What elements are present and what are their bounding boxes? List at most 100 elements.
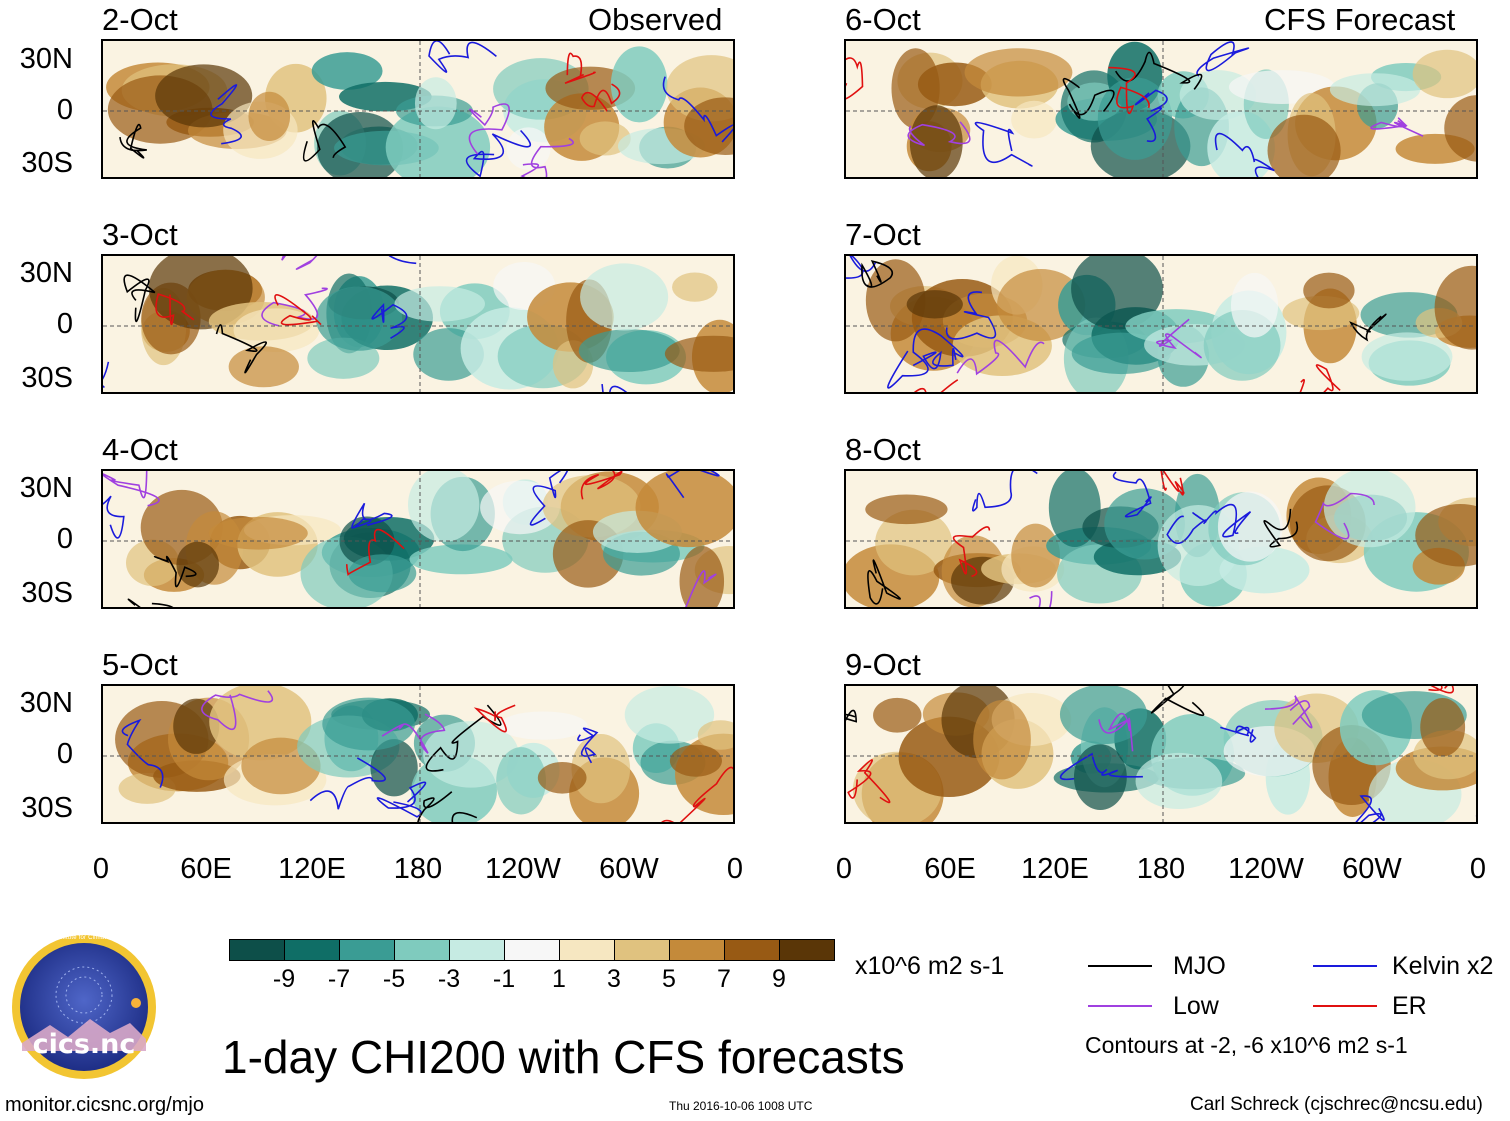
- anomaly-blob: [580, 263, 669, 331]
- anomaly-blob: [248, 91, 291, 142]
- panel-date-forecast-1: 6-Oct: [845, 2, 921, 37]
- lon-label-120e: 120E: [1021, 853, 1089, 885]
- contour-line: [302, 120, 347, 162]
- anomaly-blob: [506, 127, 551, 170]
- contour-line: [281, 256, 318, 270]
- anomaly-blob: [173, 698, 220, 754]
- contour-line: [1214, 132, 1275, 177]
- contour-line: [972, 471, 1038, 512]
- anomaly-blob: [1073, 744, 1127, 811]
- contour-line: [371, 302, 408, 339]
- contour-line: [520, 137, 574, 177]
- contour-line: [861, 260, 894, 288]
- anomaly-blob: [579, 121, 631, 156]
- observed-label: Observed: [588, 2, 723, 37]
- colorbar-box: [614, 939, 670, 961]
- contour-line: [846, 709, 858, 723]
- contour-line: [1370, 117, 1424, 137]
- contour-line: [1156, 318, 1202, 359]
- contour-line: [1349, 313, 1387, 342]
- legend-label-low: Low: [1173, 992, 1219, 1020]
- legend-swatch-kelvin: [1313, 965, 1377, 967]
- anomaly-blob: [370, 739, 418, 797]
- colorbar-tick-label: -1: [492, 965, 516, 993]
- colorbar-labels: -9 -7 -5 -3 -1 1 3 5 7 9: [229, 966, 834, 996]
- anomaly-blob: [1267, 114, 1341, 177]
- colorbar-box: [559, 939, 615, 961]
- panel-date-observed-4: 5-Oct: [102, 647, 178, 682]
- contour-line: [417, 791, 478, 822]
- lon-label-60e: 60E: [924, 853, 976, 885]
- anomaly-blob: [964, 48, 1073, 97]
- lat-label-30n: 30N: [19, 43, 73, 75]
- map-panel-forecast-3: [844, 469, 1478, 609]
- contour-line: [564, 52, 596, 84]
- cics-logo: cics.nc Cooperative Institute for Climat…: [10, 933, 158, 1081]
- colorbar-tick-label: 5: [662, 965, 676, 993]
- anomaly-blob: [1415, 504, 1476, 567]
- lon-label-120w: 120W: [1228, 853, 1304, 885]
- colorbar-box: [449, 939, 505, 961]
- map-field: [103, 41, 733, 177]
- footer-url: monitor.cicsnc.org/mjo: [5, 1094, 204, 1116]
- colorbar-units: x10^6 m2 s-1: [855, 952, 1005, 980]
- contour-line: [1196, 41, 1250, 77]
- anomaly-blob: [1011, 523, 1060, 588]
- map-panel-observed-4: [101, 684, 735, 824]
- lat-label-eq: 0: [56, 523, 73, 555]
- map-field: [103, 471, 733, 607]
- legend-swatch-mjo: [1088, 965, 1152, 967]
- anomaly-blob: [1230, 272, 1279, 338]
- lat-label-30n: 30N: [19, 257, 73, 289]
- map-panel-observed-1: [101, 39, 735, 179]
- legend-swatch-er: [1313, 1005, 1377, 1007]
- anomaly-blob: [414, 77, 457, 130]
- map-panel-forecast-1: [844, 39, 1478, 179]
- anomaly-blob: [610, 46, 668, 123]
- colorbar-tick-label: -7: [327, 965, 351, 993]
- anomaly-blob: [664, 335, 733, 372]
- anomaly-blob: [1059, 686, 1148, 745]
- footer-timestamp: Thu 2016-10-06 1008 UTC: [669, 1099, 813, 1113]
- contour-line: [1220, 725, 1257, 743]
- contour-line: [1029, 591, 1053, 607]
- map-panel-observed-2: [101, 254, 735, 394]
- anomaly-blob: [155, 64, 253, 128]
- contour-line: [381, 713, 446, 754]
- contour-line: [465, 129, 532, 177]
- contour-line: [1475, 815, 1476, 817]
- lon-label-0: 0: [835, 853, 853, 885]
- map-field: [846, 471, 1476, 607]
- contour-line: [1166, 512, 1207, 544]
- panel-date-forecast-4: 9-Oct: [845, 647, 921, 682]
- contour-line: [1059, 752, 1143, 781]
- anomaly-blob: [973, 699, 1031, 780]
- contour-line: [952, 526, 991, 578]
- contour-line: [1115, 51, 1203, 90]
- lon-label-60e: 60E: [180, 853, 232, 885]
- contour-line: [1150, 686, 1205, 717]
- lon-label-0: 0: [1469, 853, 1487, 885]
- anomaly-blob: [679, 546, 725, 607]
- anomaly-blob: [1329, 73, 1421, 107]
- contour-line: [867, 559, 901, 605]
- anomaly-blob: [635, 471, 733, 548]
- map-panel-forecast-2: [844, 254, 1478, 394]
- logo-text: cics.nc: [32, 1029, 136, 1060]
- contour-note: Contours at -2, -6 x10^6 m2 s-1: [1085, 1032, 1408, 1058]
- lon-label-0: 0: [92, 853, 110, 885]
- contour-line: [121, 718, 164, 788]
- anomaly-blob: [339, 516, 395, 566]
- lat-label-30s: 30S: [21, 792, 73, 824]
- colorbar-tick-label: -9: [272, 965, 296, 993]
- contour-line: [907, 121, 971, 147]
- anomaly-blob: [997, 269, 1086, 342]
- anomaly-blob: [423, 721, 519, 788]
- anomaly-blob: [1071, 256, 1163, 330]
- colorbar-tick-label: -5: [382, 965, 406, 993]
- contour-line: [1264, 695, 1313, 729]
- panel-date-observed-1: 2-Oct: [102, 2, 178, 37]
- contour-line: [661, 766, 733, 822]
- contour-line: [846, 256, 877, 279]
- panel-date-observed-3: 4-Oct: [102, 432, 178, 467]
